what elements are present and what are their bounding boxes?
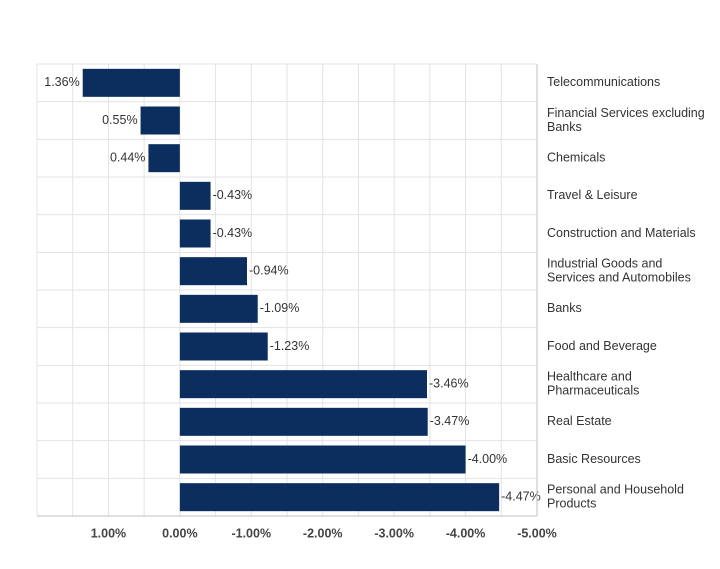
bar-value-label: -0.43%	[213, 226, 253, 240]
category-label: Travel & Leisure	[547, 188, 638, 202]
category-label: Financial Services excluding Banks	[547, 106, 705, 134]
bar-value-label: 1.36%	[44, 75, 79, 89]
category-label: Chemicals	[547, 150, 605, 164]
bar-value-label: -4.00%	[468, 452, 508, 466]
x-tick-label: 0.00%	[162, 526, 197, 540]
bar	[179, 407, 428, 436]
x-tick-label: -4.00%	[446, 526, 486, 540]
bar	[179, 370, 427, 399]
bar	[179, 445, 466, 474]
bar	[179, 219, 211, 248]
category-label: Personal and Household Products	[547, 482, 684, 510]
grid-layer	[36, 63, 538, 517]
bar-value-label: -0.43%	[213, 188, 253, 202]
bar-value-label: 0.44%	[110, 150, 145, 164]
category-labels-layer: Telecommunications Financial Services exc…	[547, 75, 705, 510]
x-tick-label: 1.00%	[91, 526, 126, 540]
bar	[179, 294, 258, 323]
bar	[148, 144, 180, 173]
bar	[179, 332, 268, 361]
x-tick-label: -1.00%	[231, 526, 271, 540]
bar	[179, 181, 211, 210]
bar	[179, 257, 247, 286]
bar-value-label: -0.94%	[249, 263, 289, 277]
bar	[140, 106, 180, 135]
bars-layer	[82, 68, 500, 512]
bar-value-label: -1.09%	[260, 301, 300, 315]
x-tick-label: -5.00%	[517, 526, 557, 540]
x-tick-label: -3.00%	[374, 526, 414, 540]
category-label: Food and Beverage	[547, 339, 657, 353]
category-label: Construction and Materials	[547, 226, 696, 240]
bar-value-label: -3.47%	[430, 414, 470, 428]
bar-value-label: -4.47%	[501, 489, 541, 503]
bar	[82, 68, 180, 97]
category-label: Basic Resources	[547, 452, 641, 466]
category-label: Industrial Goods and Services and Automob…	[547, 256, 691, 284]
axis-layer	[37, 64, 538, 517]
bar-value-label: -1.23%	[270, 339, 310, 353]
category-label: Banks	[547, 301, 582, 315]
value-labels-layer: 1.36% 0.55% 0.44% -0.43% -0.43% -0.94% -1.09% -…	[44, 75, 540, 503]
tick-labels-layer: 1.00% 0.00% -1.00% -2.00% -3.00% -4.00% -5.00%	[91, 526, 557, 540]
bar-value-label: -3.46%	[429, 376, 469, 390]
bar-value-label: 0.55%	[102, 113, 137, 127]
x-tick-label: -2.00%	[303, 526, 343, 540]
category-label: Real Estate	[547, 414, 612, 428]
category-label: Healthcare and Pharmaceuticals	[547, 369, 639, 397]
bar	[179, 483, 500, 512]
category-label: Telecommunications	[547, 75, 660, 89]
